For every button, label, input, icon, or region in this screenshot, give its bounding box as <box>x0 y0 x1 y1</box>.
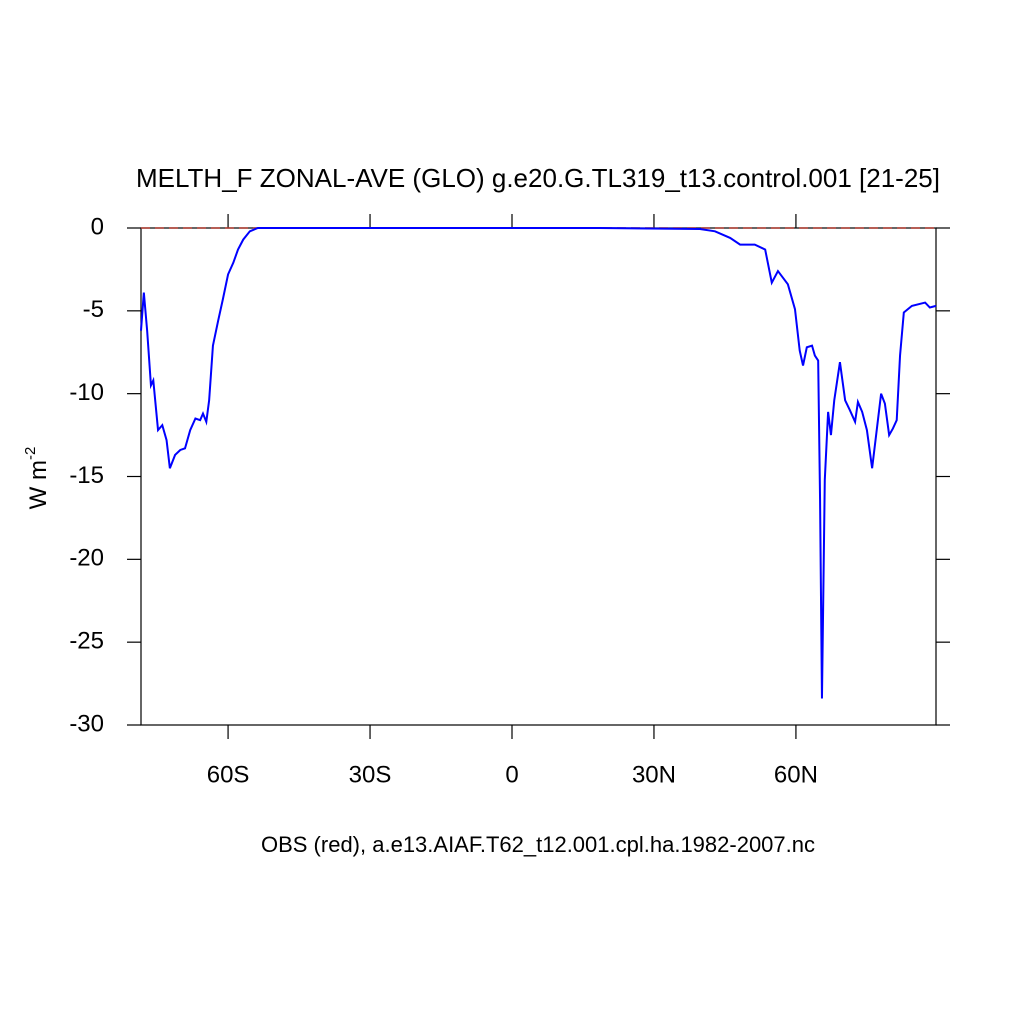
chart-subtitle: OBS (red), a.e13.AIAF.T62_t12.001.cpl.ha… <box>261 832 815 857</box>
x-tick-label: 0 <box>505 761 518 788</box>
x-tick-label: 30S <box>349 761 392 788</box>
y-tick-label: -25 <box>69 628 104 655</box>
y-tick-label: -15 <box>69 462 104 489</box>
data-line <box>140 227 937 699</box>
y-tick-label: 0 <box>91 213 104 240</box>
y-tick-label: -20 <box>69 545 104 572</box>
y-axis-label: W m-2 <box>22 447 52 510</box>
x-tick-label: 60S <box>207 761 250 788</box>
x-tick-label: 60N <box>774 761 818 788</box>
y-tick-label: -30 <box>69 710 104 737</box>
plot-frame <box>140 227 937 726</box>
x-tick-label: 30N <box>632 761 676 788</box>
chart-title: MELTH_F ZONAL-AVE (GLO) g.e20.G.TL319_t1… <box>136 163 940 193</box>
y-axis-label-superscript: -2 <box>22 447 39 460</box>
y-axis-label-text: W m <box>25 460 52 509</box>
y-tick-label: -5 <box>83 296 104 323</box>
y-tick-label: -10 <box>69 379 104 406</box>
